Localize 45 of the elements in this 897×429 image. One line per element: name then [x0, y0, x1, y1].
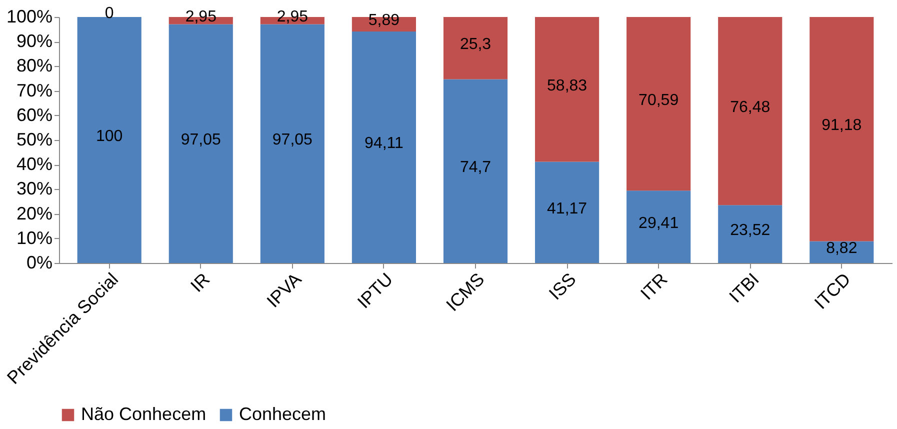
data-label: 41,17	[547, 200, 588, 218]
bar	[77, 17, 142, 263]
x-tick-label: ISS	[545, 269, 580, 304]
bar	[443, 79, 508, 263]
bar	[168, 24, 233, 263]
y-tick-label: 30%	[16, 178, 52, 199]
bar	[352, 31, 416, 263]
bar	[443, 17, 508, 80]
bar	[260, 24, 324, 263]
data-label: 76,48	[730, 99, 770, 116]
y-tick-label: 40%	[16, 154, 52, 174]
x-tick-label: ITBI	[725, 269, 763, 307]
data-label: 74,7	[460, 159, 492, 176]
y-tick-label: 90%	[16, 31, 52, 52]
data-label: 97,05	[180, 132, 221, 149]
bar	[626, 190, 691, 263]
data-label: 94,11	[364, 135, 404, 152]
bar	[718, 17, 782, 206]
data-label: 23,52	[730, 222, 770, 240]
x-tick-label: ITR	[636, 269, 672, 304]
data-label: 97,05	[272, 132, 313, 149]
data-label: 58,83	[547, 77, 588, 94]
y-tick-label: 80%	[16, 56, 52, 76]
legend-label: Não Conhecem	[81, 404, 206, 424]
y-tick-label: 10%	[16, 228, 52, 248]
bar	[718, 205, 782, 263]
y-tick-label: 70%	[16, 80, 52, 100]
y-tick-label: 20%	[16, 203, 52, 224]
y-tick-label: 100%	[6, 6, 52, 26]
data-label: 25,3	[460, 36, 492, 54]
y-tick-label: 60%	[16, 104, 52, 125]
x-tick-label: IR	[186, 269, 214, 296]
bar	[535, 162, 600, 263]
data-label: 8,82	[826, 240, 858, 258]
data-label: 29,41	[638, 214, 679, 232]
bar	[810, 17, 874, 242]
y-tick-label: 50%	[16, 130, 52, 150]
data-label: 100	[96, 128, 123, 145]
data-label: 70,59	[638, 92, 679, 109]
y-tick-label: 0%	[26, 252, 52, 272]
bar	[626, 17, 691, 191]
data-label: 91,18	[822, 117, 862, 134]
bar	[535, 17, 600, 162]
legend-label: Conhecem	[239, 404, 326, 424]
data-label: 5,89	[368, 12, 400, 30]
